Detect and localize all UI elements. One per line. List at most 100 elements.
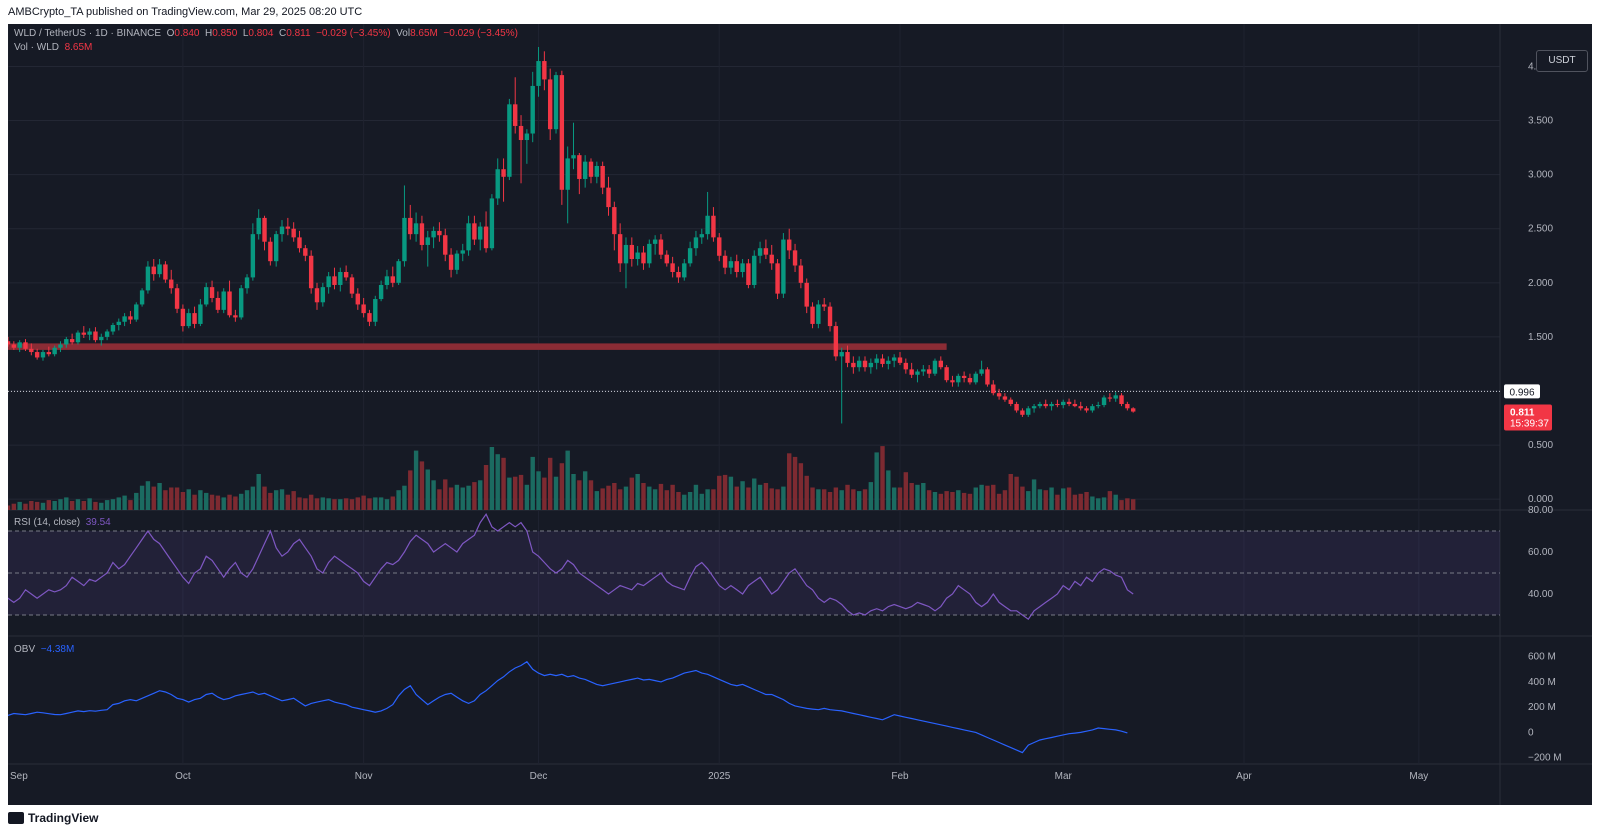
obv-value: −4.38M (40, 644, 75, 655)
candle-body (1072, 403, 1078, 407)
candle-body (343, 272, 349, 278)
price-tick-label: 2.500 (1528, 224, 1553, 235)
candle-body (950, 380, 955, 383)
volume-bar (285, 494, 291, 510)
volume-bar (897, 487, 903, 510)
candle-body (1020, 410, 1025, 415)
candle-body (169, 279, 174, 289)
candle-body (921, 369, 926, 372)
open-value: 0.840 (174, 28, 200, 39)
candle-body (466, 223, 471, 251)
volume-bar (279, 489, 285, 510)
candle-body (612, 207, 617, 235)
candle-body (571, 155, 576, 159)
candle-body (81, 332, 86, 335)
x-tick-label: Sep (10, 771, 28, 782)
candle-body (1119, 395, 1124, 404)
x-tick-label: 2025 (708, 771, 731, 782)
candle-body (489, 198, 495, 249)
volume-bar (390, 496, 395, 510)
candle-body (1084, 408, 1089, 411)
candle-body (128, 316, 133, 320)
high-label: H (205, 28, 213, 39)
candle-body (629, 244, 635, 260)
volume-bar (886, 470, 891, 510)
vol-change-value: −0.029 (−3.45%) (443, 28, 518, 39)
price-tick-label: 2.000 (1528, 278, 1553, 289)
volume-bar (588, 480, 594, 510)
volume-bar (145, 481, 151, 510)
publish-line: AMBCrypto_TA published on TradingView.co… (8, 6, 363, 18)
volume-bar (991, 484, 996, 510)
volume-bar (746, 487, 751, 510)
candle-body (1113, 395, 1118, 399)
candle-body (384, 276, 390, 285)
volume-bar (29, 501, 34, 510)
candle-body (822, 304, 827, 307)
candle-body (116, 321, 121, 326)
volume-bar (658, 483, 664, 510)
volume-bar (413, 450, 419, 510)
candle-body (711, 215, 716, 238)
candle-body (361, 304, 366, 314)
volume-bar (600, 488, 605, 510)
vol-line-label: Vol · WLD (14, 42, 60, 53)
candle-body (1049, 403, 1054, 407)
candle-body (390, 276, 395, 283)
candle-body (606, 187, 611, 208)
candle-body (58, 344, 63, 348)
low-value: 0.804 (248, 28, 274, 39)
change-value: −0.029 (−3.45%) (316, 28, 391, 39)
candle-body (320, 287, 326, 303)
volume-bar (810, 487, 815, 510)
candle-body (64, 339, 69, 345)
candle-body (367, 313, 372, 322)
candle-body (961, 375, 967, 379)
candle-body (1130, 408, 1136, 412)
volume-bar (1031, 479, 1037, 510)
x-tick-label: Feb (891, 771, 909, 782)
obv-label: OBV (14, 644, 36, 655)
volume-bar (367, 498, 372, 510)
volume-bar (956, 490, 961, 510)
volume-bar (676, 492, 681, 510)
candle-body (460, 250, 465, 254)
volume-bar (1084, 492, 1089, 510)
chart-svg[interactable]: SepOctNovDec2025FebMarAprMay4.0003.5003.… (0, 24, 1592, 805)
candle-body (699, 234, 704, 238)
candle-body (308, 255, 314, 289)
currency-button[interactable]: USDT (1536, 50, 1588, 72)
rsi-tick-label: 40.00 (1528, 589, 1553, 600)
candle-body (722, 255, 728, 268)
volume-bar (582, 471, 588, 510)
candle-body (332, 276, 337, 285)
publish-bar: AMBCrypto_TA published on TradingView.co… (0, 0, 1600, 24)
candle-body (1037, 403, 1043, 407)
volume-bar (1113, 494, 1118, 510)
candle-body (378, 284, 384, 300)
tradingview-logo: TradingView (8, 811, 98, 825)
volume-bar (320, 497, 326, 510)
volume-bar (856, 491, 862, 510)
candle-body (915, 371, 920, 375)
volume-bar (163, 490, 168, 510)
candle-body (717, 237, 722, 256)
candle-body (227, 291, 232, 316)
candle-body (979, 369, 984, 374)
chart-frame[interactable]: SepOctNovDec2025FebMarAprMay4.0003.5003.… (0, 24, 1592, 805)
volume-bar (58, 499, 63, 510)
volume-bar (728, 476, 734, 510)
candle-body (29, 348, 34, 353)
candle-body (542, 61, 547, 80)
volume-bar (518, 474, 524, 510)
rsi-label: RSI (14, close) (14, 517, 81, 528)
volume-bar (87, 498, 92, 510)
candle-body (664, 254, 669, 264)
candle-body (326, 276, 331, 288)
volume-bar (781, 486, 786, 510)
volume-bar (157, 483, 162, 510)
x-tick-label: Nov (355, 771, 373, 782)
volume-bar (1049, 487, 1054, 510)
candle-body (303, 248, 308, 256)
volume-bar (1008, 474, 1013, 510)
